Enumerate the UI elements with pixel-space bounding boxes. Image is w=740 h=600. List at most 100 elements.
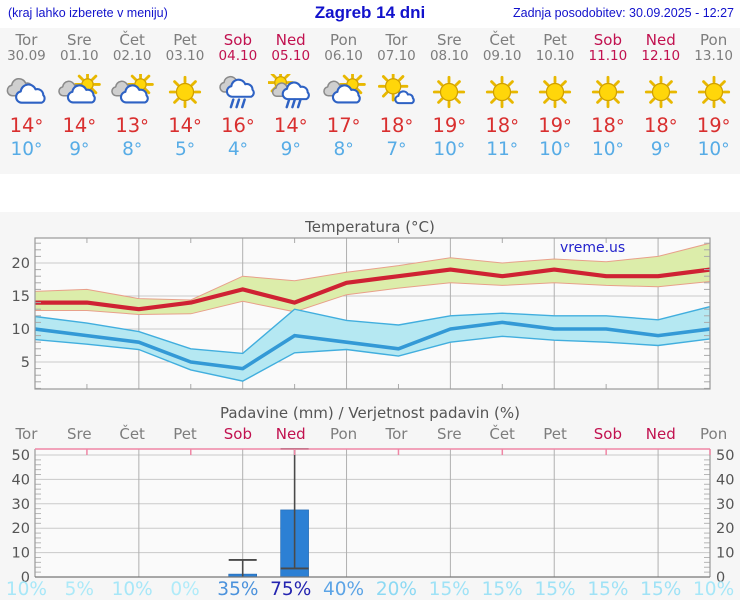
day-date: 08.10 bbox=[429, 48, 469, 64]
precip-probability: 10% bbox=[111, 579, 153, 600]
degree-symbol: ° bbox=[245, 117, 255, 137]
weather-icon-sun-rain bbox=[264, 74, 317, 112]
day-name: Pon bbox=[700, 31, 728, 49]
precip-day-name: Pon bbox=[329, 425, 358, 443]
day-name: Sob bbox=[593, 31, 622, 49]
precip-day-name: Sre bbox=[437, 425, 462, 443]
day-column: Pon 06.10 17° 8° bbox=[317, 28, 370, 174]
low-temp: 9° bbox=[69, 139, 90, 160]
degree-symbol: ° bbox=[34, 140, 43, 159]
precip-day-name: Čet bbox=[119, 425, 145, 443]
day-date: 06.10 bbox=[324, 48, 363, 64]
forecast-strip: Tor 30.09 14° 10° Sre 01.10 14° 9° Čet 0… bbox=[0, 28, 740, 174]
day-column: Tor 30.09 14° 10° bbox=[0, 28, 53, 174]
page-title: Zagreb 14 dni bbox=[314, 3, 426, 22]
precip-day-name: Tor bbox=[385, 425, 408, 443]
day-column: Pet 03.10 14° 5° bbox=[159, 28, 212, 174]
low-temp: 7° bbox=[386, 139, 407, 160]
degree-symbol: ° bbox=[562, 140, 571, 159]
weather-icon-rain bbox=[211, 74, 264, 112]
precip-axis-label: 40 bbox=[12, 472, 30, 488]
precip-probability-labels: 10% 5% 10% 0% 35% 75% 40% 20% 15% 15% 15% 15% 15% 10% bbox=[0, 579, 740, 600]
precip-day-name: Pet bbox=[173, 425, 197, 443]
degree-symbol: ° bbox=[239, 140, 248, 159]
high-temp: 19° bbox=[538, 114, 572, 138]
precip-axis-label: 0 bbox=[21, 570, 30, 585]
degree-symbol: ° bbox=[510, 117, 519, 137]
degree-symbol: ° bbox=[509, 140, 519, 159]
weather-icon-sunny bbox=[687, 74, 740, 112]
day-date: 03.10 bbox=[165, 48, 205, 64]
precip-probability: 40% bbox=[323, 579, 365, 600]
low-temp: 10° bbox=[591, 139, 624, 160]
degree-symbol: ° bbox=[615, 117, 625, 137]
low-temp-line bbox=[35, 320, 710, 371]
day-name: Sob bbox=[223, 31, 252, 49]
temp-axis-label: 15 bbox=[12, 289, 30, 305]
low-temp: 8° bbox=[333, 139, 354, 160]
precip-probability: 15% bbox=[640, 579, 682, 600]
weather-icon-sunny bbox=[529, 74, 582, 112]
precip-axis-label: 30 bbox=[716, 497, 734, 513]
weather-icon-sun-cloud bbox=[317, 74, 370, 112]
precip-day-name: Čet bbox=[489, 425, 515, 443]
degree-symbol: ° bbox=[662, 140, 671, 159]
low-temp: 10° bbox=[10, 139, 43, 160]
degree-symbol: ° bbox=[457, 117, 467, 137]
degree-symbol: ° bbox=[668, 117, 678, 137]
high-temp: 14° bbox=[9, 114, 44, 138]
high-temp: 19° bbox=[696, 114, 731, 138]
degree-symbol: ° bbox=[87, 117, 97, 137]
day-date: 11.10 bbox=[588, 48, 628, 64]
day-name: Ned bbox=[645, 31, 676, 49]
day-name: Ned bbox=[275, 31, 306, 49]
low-temp: 10° bbox=[433, 139, 466, 160]
precip-chart-title: Padavine (mm) / Verjetnost padavin (%) bbox=[220, 404, 520, 422]
precipitation-chart: 0 0 10 10 20 20 30 30 40 40 50 50 bbox=[12, 447, 734, 585]
day-column: Sre 01.10 14° 9° bbox=[53, 28, 106, 174]
precip-axis-label: 50 bbox=[716, 448, 734, 464]
precip-probability: 5% bbox=[64, 579, 94, 600]
last-update: Zadnja posodobitev: 30.09.2025 - 12:27 bbox=[512, 6, 734, 20]
precip-axis-label: 10 bbox=[12, 546, 30, 562]
high-temp-line bbox=[35, 267, 710, 312]
day-column: Čet 09.10 18° 11° bbox=[476, 28, 529, 174]
precip-day-name: Sre bbox=[66, 425, 92, 443]
day-column: Pet 10.10 19° 10° bbox=[529, 28, 582, 174]
temp-axis-label: 5 bbox=[21, 355, 30, 371]
day-column: Sre 08.10 19° 10° bbox=[423, 28, 476, 174]
charts-section: Temperatura (°C) 5 10 15 20 vreme.us Padavin… bbox=[0, 212, 740, 600]
day-column: Tor 07.10 18° 7° bbox=[370, 28, 423, 174]
precip-day-name: Tor bbox=[15, 425, 38, 443]
low-temp: 10° bbox=[697, 139, 730, 160]
low-temp: 9° bbox=[650, 139, 671, 160]
day-name: Sre bbox=[66, 31, 92, 49]
degree-symbol: ° bbox=[81, 140, 90, 159]
precip-day-name: Sob bbox=[593, 425, 622, 443]
day-date: 09.10 bbox=[482, 48, 522, 64]
day-column: Čet 02.10 13° 8° bbox=[106, 28, 159, 174]
weather-icon-sunny bbox=[581, 74, 634, 112]
degree-symbol: ° bbox=[133, 140, 143, 159]
degree-symbol: ° bbox=[456, 140, 466, 159]
weather-icon-sun-cloud bbox=[53, 74, 106, 112]
watermark-link[interactable]: vreme.us bbox=[560, 240, 625, 256]
low-temp: 11° bbox=[486, 139, 519, 160]
high-temp: 18° bbox=[643, 114, 678, 138]
temp-axis-label: 10 bbox=[12, 322, 30, 338]
low-temp: 4° bbox=[227, 139, 248, 160]
day-date: 12.10 bbox=[641, 48, 681, 64]
day-column: Pon 13.10 19° 10° bbox=[687, 28, 740, 174]
high-temp: 18° bbox=[379, 114, 414, 138]
temperature-chart: 5 10 15 20 vreme.us bbox=[12, 237, 711, 390]
high-temp: 14° bbox=[62, 114, 97, 138]
day-column: Ned 12.10 18° 9° bbox=[634, 28, 687, 174]
temp-series bbox=[35, 242, 710, 382]
precip-probability: 10% bbox=[5, 579, 47, 600]
high-temp: 19° bbox=[432, 114, 467, 138]
high-temp: 13° bbox=[115, 114, 149, 138]
precip-axis-label: 10 bbox=[716, 546, 734, 562]
degree-symbol: ° bbox=[615, 140, 624, 159]
day-name: Čet bbox=[119, 31, 145, 49]
day-name: Tor bbox=[15, 31, 38, 49]
